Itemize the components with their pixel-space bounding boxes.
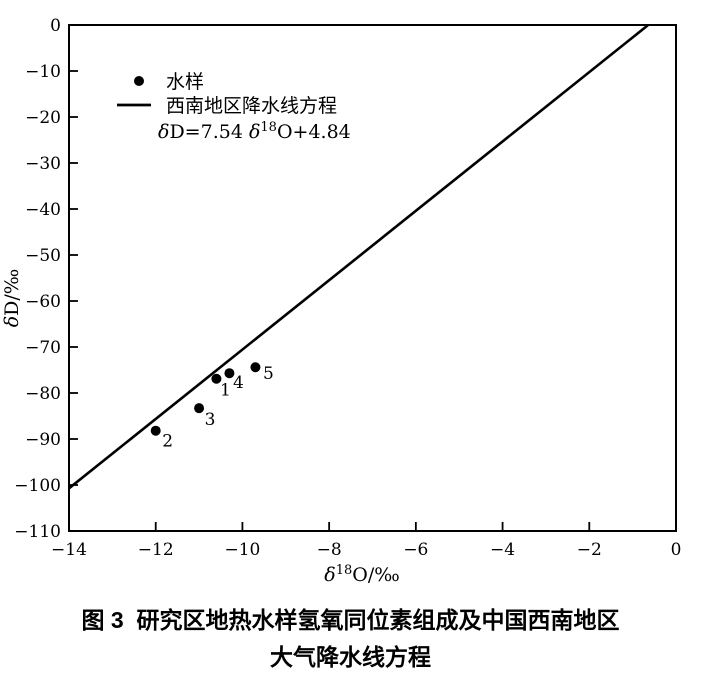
x-tick-label: −14 bbox=[51, 540, 87, 560]
x-tick-label: 0 bbox=[671, 540, 682, 560]
y-tick-label: −100 bbox=[14, 476, 61, 496]
y-tick-label: −110 bbox=[14, 522, 61, 542]
y-tick-label: −70 bbox=[25, 338, 61, 358]
legend-label-meteoric-line: 西南地区降水线方程 bbox=[166, 95, 337, 117]
caption-line-1: 图 3 研究区地热水样氢氧同位素组成及中国西南地区 bbox=[81, 607, 620, 633]
x-tick-label: −10 bbox=[224, 540, 260, 560]
y-tick-label: 0 bbox=[50, 16, 61, 36]
data-point-2 bbox=[150, 425, 161, 436]
data-point-4 bbox=[224, 368, 235, 379]
y-tick-label: −60 bbox=[25, 292, 61, 312]
x-tick-label: −4 bbox=[490, 540, 515, 560]
y-tick-label: −40 bbox=[25, 200, 61, 220]
y-tick-label: −30 bbox=[25, 154, 61, 174]
legend-equation: δD=7.54 δ18O+4.84 bbox=[158, 120, 351, 143]
point-label-4: 4 bbox=[233, 373, 244, 393]
y-axis-title: δD/‰ bbox=[1, 269, 23, 328]
point-label-1: 1 bbox=[220, 381, 231, 401]
point-label-2: 2 bbox=[162, 432, 173, 452]
data-point-3 bbox=[194, 403, 205, 414]
figure-caption: 图 3 研究区地热水样氢氧同位素组成及中国西南地区 大气降水线方程 bbox=[0, 602, 701, 676]
precipitation-line bbox=[68, 23, 649, 490]
y-tick-label: −90 bbox=[25, 430, 61, 450]
data-point-5 bbox=[250, 362, 261, 373]
x-tick-label: −12 bbox=[138, 540, 174, 560]
plot-border bbox=[68, 24, 677, 532]
y-tick-label: −80 bbox=[25, 384, 61, 404]
isotope-scatter-chart: 0−10−20−30−40−50−60−70−80−90−100−110−14−… bbox=[1, 16, 682, 586]
x-tick-label: −8 bbox=[317, 540, 342, 560]
y-tick-label: −10 bbox=[25, 62, 61, 82]
caption-line-2: 大气降水线方程 bbox=[270, 644, 431, 670]
point-label-5: 5 bbox=[263, 364, 274, 384]
y-tick-label: −20 bbox=[25, 108, 61, 128]
x-tick-label: −6 bbox=[403, 540, 428, 560]
data-point-1 bbox=[211, 373, 222, 384]
x-axis-title: δ18O/‰ bbox=[324, 563, 399, 586]
legend-label-samples: 水样 bbox=[166, 71, 204, 93]
x-tick-label: −2 bbox=[577, 540, 602, 560]
legend-dot-marker bbox=[134, 76, 144, 86]
point-label-3: 3 bbox=[205, 410, 216, 430]
y-tick-label: −50 bbox=[25, 246, 61, 266]
